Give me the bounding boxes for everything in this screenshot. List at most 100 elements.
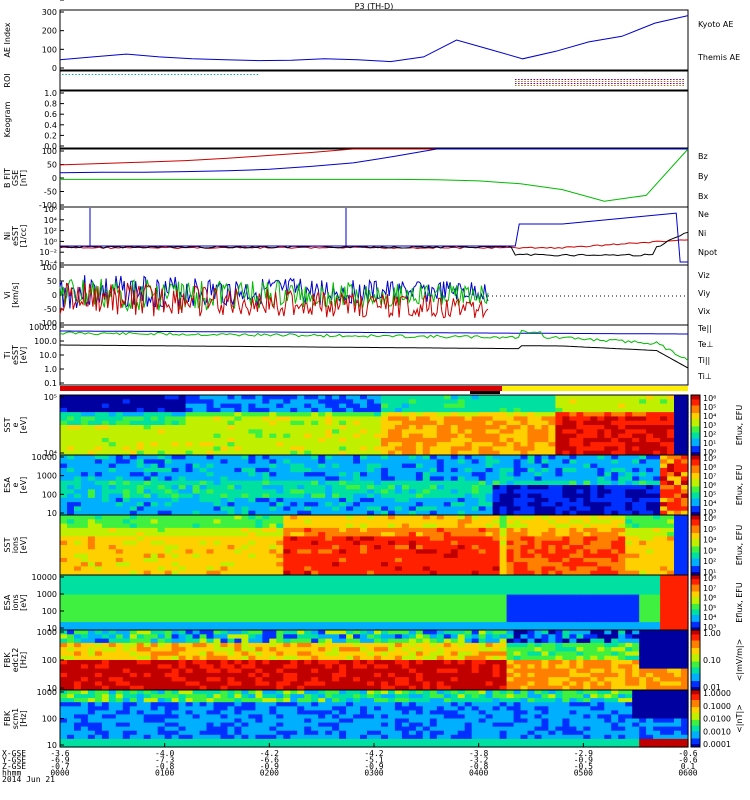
- esa-ion-cell: [192, 618, 201, 623]
- esa-elec-cbar: [691, 501, 700, 504]
- esa-elec-cell: [220, 472, 229, 477]
- sst-elec-cbar-tick: 10⁴: [703, 412, 716, 421]
- esa-elec-cell: [394, 489, 403, 495]
- sst-ion-cell: [74, 557, 82, 563]
- esa-elec-cell: [234, 493, 242, 499]
- sst-elec-cell: [625, 420, 633, 426]
- sst-ion-cell: [318, 570, 326, 576]
- esa-elec-cell: [346, 455, 354, 460]
- sst-ion-cell: [255, 523, 263, 529]
- sst-ion-cell: [101, 540, 110, 546]
- esa-ion-cell: [283, 586, 291, 592]
- sst-elec-cell: [367, 429, 375, 435]
- sst-elec-cell: [374, 395, 382, 400]
- esa-elec-cell: [436, 485, 445, 490]
- esa-elec-cell: [241, 463, 249, 469]
- esa-elec-cell: [241, 506, 249, 512]
- roi-mark: [521, 85, 523, 86]
- sst-ion-cell: [604, 532, 612, 537]
- esa-elec-cell: [192, 463, 201, 469]
- esa-elec-cell: [241, 497, 249, 503]
- sst-ion-cell: [262, 519, 270, 525]
- sst-ion-cell: [136, 532, 145, 537]
- sst-ion-cell: [192, 562, 201, 567]
- sst-ion-cell: [101, 570, 110, 576]
- sst-elec-cell: [94, 437, 103, 443]
- sst-ion-cell: [408, 566, 417, 572]
- roi-mark: [623, 81, 625, 82]
- ae-panel-ytick: 0: [52, 64, 57, 73]
- sst-ion-cell: [248, 549, 256, 555]
- sst-elec-cell: [569, 433, 577, 439]
- esa-elec-cell: [646, 506, 654, 512]
- sst-elec-cell: [290, 395, 298, 400]
- sst-ion-cell: [108, 553, 117, 559]
- sst-elec-cell: [143, 433, 152, 439]
- esa-elec-cell: [262, 497, 270, 503]
- roi-mark: [645, 85, 647, 86]
- esa-ion-cell: [199, 614, 208, 619]
- esa-elec-cell: [429, 493, 438, 499]
- sst-ion-cell: [227, 545, 236, 550]
- sst-ion-cell: [583, 553, 591, 559]
- sst-elec-cell: [346, 437, 354, 443]
- esa-ion-cell: [80, 582, 89, 588]
- sst-ion-cell: [492, 515, 501, 520]
- sst-ion-cbar: [691, 521, 700, 523]
- sst-ion-cell: [185, 532, 194, 537]
- sst-ion-cell: [639, 562, 647, 567]
- sst-elec-cell: [408, 437, 417, 443]
- esa-ion-cell: [67, 582, 75, 588]
- sst-elec-cell: [562, 446, 570, 452]
- esa-elec-cell: [436, 510, 445, 516]
- ni-series-0: [59, 239, 689, 249]
- sst-ion-cell: [569, 566, 577, 572]
- esa-elec-cell: [262, 506, 270, 512]
- sst-ion-cell: [339, 566, 347, 572]
- esa-elec-cell: [520, 472, 529, 477]
- esa-elec-cell: [513, 510, 522, 516]
- sst-elec-cbar: [691, 401, 700, 403]
- sst-ion-cell: [269, 519, 277, 525]
- sst-elec-cell: [318, 429, 326, 435]
- sst-ion-cell: [199, 532, 208, 537]
- esa-ion-cell: [227, 610, 236, 615]
- sst-elec-cell: [381, 403, 389, 409]
- roi-mark: [65, 74, 67, 75]
- sst-ion-cell: [415, 515, 424, 520]
- sst-ion-cell: [318, 532, 326, 537]
- sst-ion-cell: [143, 519, 152, 525]
- sst-ion-cell: [248, 536, 256, 542]
- sst-ion-cell: [360, 536, 368, 542]
- esa-elec-cell: [625, 480, 633, 486]
- sst-elec-cell: [367, 450, 375, 456]
- sst-ion-cell: [625, 553, 633, 559]
- esa-ion-cell: [80, 614, 89, 619]
- sst-ion-cell: [367, 562, 375, 567]
- esa-ion-cell: [234, 582, 242, 588]
- esa-ion-cell: [87, 582, 96, 588]
- sst-elec-cell: [171, 425, 180, 430]
- esa-elec-cell: [67, 510, 75, 516]
- sst-ion-cell: [60, 532, 68, 537]
- sst-elec-cell: [178, 450, 187, 456]
- sst-ion-cell: [492, 532, 501, 537]
- esa-ion-cell: [199, 622, 208, 627]
- esa-elec-cell: [234, 463, 242, 469]
- sst-ion-cell: [555, 519, 563, 525]
- esa-elec-cell: [415, 459, 424, 465]
- sst-ion-cell: [590, 536, 598, 542]
- sst-elec-cell: [290, 442, 298, 447]
- sst-elec-cell: [374, 446, 382, 452]
- sst-ion-cell: [164, 515, 173, 520]
- roi-mark: [608, 79, 610, 80]
- sst-elec-cell: [171, 420, 180, 426]
- sst-elec-cell: [346, 425, 354, 430]
- sst-elec-cell: [115, 425, 124, 430]
- esa-elec-cell: [262, 467, 270, 473]
- sst-elec-cell: [374, 420, 382, 426]
- esa-ion-cell: [185, 586, 194, 592]
- sst-elec-cell: [199, 429, 208, 435]
- sst-elec-cell: [527, 425, 536, 430]
- sst-ion-cell: [674, 566, 682, 572]
